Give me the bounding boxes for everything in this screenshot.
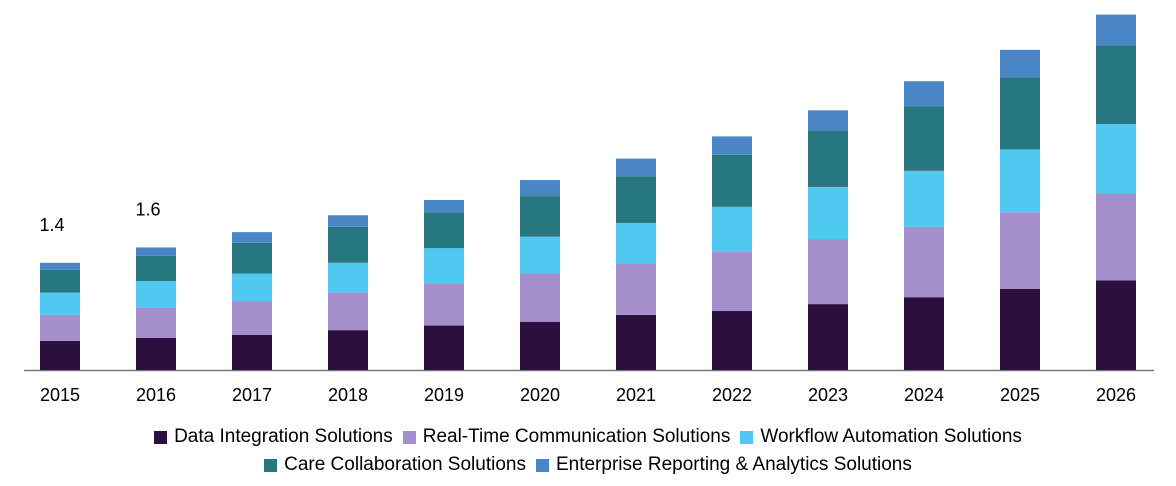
bar-segment [328,226,368,263]
bar-segment [520,236,560,274]
legend-item: Care Collaboration Solutions [264,454,526,476]
bar-segment [1000,77,1040,150]
bar-segment [520,321,560,370]
legend-item: Real-Time Communication Solutions [402,426,731,448]
bar-segment [616,158,656,177]
bar-segment [904,297,944,370]
bar-segment [424,325,464,370]
bar-segment [520,196,560,237]
x-tick-label: 2018 [328,385,368,405]
bar-segment [232,334,272,370]
x-tick-label: 2017 [232,385,272,405]
bar-segment [1000,149,1040,213]
bar-segment [328,292,368,331]
bar-segment [1000,212,1040,289]
bar-segment [616,176,656,223]
bar-segment [136,307,176,338]
x-tick-label: 2025 [1000,385,1040,405]
x-tick-label: 2021 [616,385,656,405]
bar-segment [712,136,752,155]
legend-item: Workflow Automation Solutions [740,426,1022,448]
legend-label: Care Collaboration Solutions [284,454,526,475]
bar-segment [1096,124,1136,194]
bar-segment [712,252,752,312]
x-tick-label: 2026 [1096,385,1136,405]
bar-segment [232,232,272,243]
x-tick-label: 2015 [40,385,80,405]
bar-segment [712,311,752,370]
data-label: 1.4 [39,215,64,235]
bar-segment [424,199,464,213]
bar-segment [40,340,80,370]
bar-segment [328,262,368,293]
bar-segment [1096,280,1136,370]
bar-segment [1096,14,1136,46]
bar-segment [616,222,656,264]
legend-swatch [740,430,754,444]
bar-segment [136,281,176,308]
legend-row: Care Collaboration Solutions Enterprise R… [0,451,1176,479]
data-label: 1.6 [135,199,160,219]
bar-segment [808,304,848,370]
bar-segment [1096,193,1136,281]
legend-label: Real-Time Communication Solutions [422,426,731,447]
bar-segment [136,247,176,256]
legend-swatch [535,458,549,472]
bar-segment [136,255,176,282]
bar-segment [808,130,848,187]
bar-segment [1000,288,1040,370]
legend-row: Data Integration Solutions Real-Time Comm… [0,423,1176,451]
legend-swatch [402,430,416,444]
bar-segment [520,273,560,322]
bar-segment [136,337,176,370]
bar-segment [232,273,272,302]
legend: Data Integration Solutions Real-Time Comm… [0,423,1176,479]
x-tick-label: 2020 [520,385,560,405]
bar-segment [40,269,80,293]
bar-segment [40,292,80,315]
bar-segment [808,110,848,131]
bar-segment [424,248,464,284]
bar-segment [616,263,656,315]
bar-segment [1000,49,1040,78]
stacked-bar-chart: 2015 1.4 2016 1.6 2017 2018 2019 2020 2021 2022 20… [24,14,1154,405]
bar-segment [328,330,368,370]
x-tick-label: 2019 [424,385,464,405]
bar-segment [1096,45,1136,125]
x-tick-label: 2022 [712,385,752,405]
legend-item: Enterprise Reporting & Analytics Solutio… [535,454,912,476]
legend-label: Enterprise Reporting & Analytics Solutio… [555,454,912,475]
bar-segment [520,180,560,197]
x-tick-label: 2024 [904,385,944,405]
bar-segment [40,314,80,341]
legend-label: Data Integration Solutions [174,426,393,447]
bar-segment [904,81,944,107]
bar-segment [232,301,272,335]
legend-swatch [264,458,278,472]
legend-swatch [154,430,168,444]
bar-segment [712,206,752,253]
x-tick-label: 2023 [808,385,848,405]
legend-label: Workflow Automation Solutions [760,426,1022,447]
bar-segment [904,226,944,298]
bar-segment [808,239,848,305]
bar-segment [424,283,464,326]
bar-segment [808,186,848,240]
bar-segment [328,215,368,227]
bar-segment [232,242,272,274]
bar-segment [712,154,752,207]
bar-segment [424,212,464,249]
x-tick-label: 2016 [136,385,176,405]
legend-item: Data Integration Solutions [154,426,393,448]
bar-segment [904,170,944,227]
bar-segment [904,106,944,171]
bar-segment [616,314,656,370]
bar-segment [40,262,80,270]
